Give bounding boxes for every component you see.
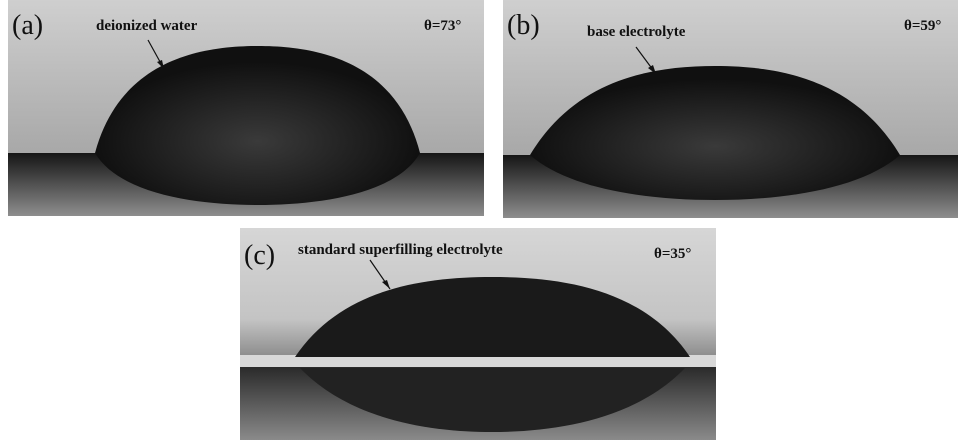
figure: (a) deionized water θ=73° (b) base elect… — [0, 0, 958, 440]
panel-b: (b) base electrolyte θ=59° — [503, 0, 958, 218]
panel-a: (a) deionized water θ=73° — [8, 0, 484, 216]
panel-label: (a) — [12, 10, 43, 41]
page: (a) deionized water θ=73° (b) base elect… — [0, 0, 958, 440]
angle: θ=59° — [904, 18, 941, 34]
panel-c: (c) standard superfilling electrolyte θ=… — [240, 228, 716, 440]
caption: standard superfilling electrolyte — [298, 242, 503, 258]
angle: θ=73° — [424, 18, 461, 34]
angle: θ=35° — [654, 246, 691, 262]
caption: base electrolyte — [587, 24, 686, 40]
panel-label: (b) — [507, 10, 540, 41]
panel-label: (c) — [244, 240, 275, 271]
caption: deionized water — [96, 18, 198, 34]
